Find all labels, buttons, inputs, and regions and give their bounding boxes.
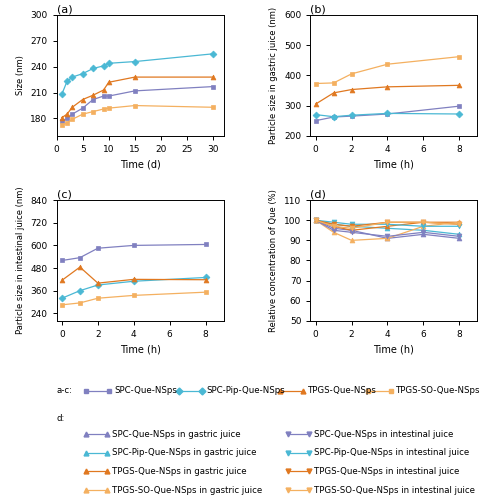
Y-axis label: Relative concentration of Que (%): Relative concentration of Que (%) xyxy=(270,189,278,332)
Text: d:: d: xyxy=(57,414,65,422)
Text: TPGS-SO-Que-NSps in intestinal juice: TPGS-SO-Que-NSps in intestinal juice xyxy=(314,486,475,494)
X-axis label: Time (d): Time (d) xyxy=(120,160,160,170)
Text: SPC-Que-NSps in intestinal juice: SPC-Que-NSps in intestinal juice xyxy=(314,430,454,438)
Text: SPC-Que-NSps in gastric juice: SPC-Que-NSps in gastric juice xyxy=(112,430,241,438)
Text: TPGS-SO-Que-NSps: TPGS-SO-Que-NSps xyxy=(396,386,481,395)
Text: TPGS-Que-NSps in gastric juice: TPGS-Que-NSps in gastric juice xyxy=(112,467,246,476)
Text: TPGS-SO-Que-NSps in gastric juice: TPGS-SO-Que-NSps in gastric juice xyxy=(112,486,262,494)
Text: TPGS-Que-NSps in intestinal juice: TPGS-Que-NSps in intestinal juice xyxy=(314,467,460,476)
Text: TPGS-Que-NSps: TPGS-Que-NSps xyxy=(308,386,376,395)
Text: (d): (d) xyxy=(310,190,326,200)
Text: SPC-Pip-Que-NSps: SPC-Pip-Que-NSps xyxy=(207,386,285,395)
Text: SPC-Pip-Que-NSps in intestinal juice: SPC-Pip-Que-NSps in intestinal juice xyxy=(314,448,469,457)
Y-axis label: Particle size in intestinal juice (nm): Particle size in intestinal juice (nm) xyxy=(16,186,25,334)
X-axis label: Time (h): Time (h) xyxy=(373,160,414,170)
Text: (c): (c) xyxy=(57,190,71,200)
Text: SPC-Pip-Que-NSps in gastric juice: SPC-Pip-Que-NSps in gastric juice xyxy=(112,448,257,457)
Text: (a): (a) xyxy=(57,4,72,14)
Text: a-c:: a-c: xyxy=(57,386,73,395)
Text: (b): (b) xyxy=(310,4,326,14)
X-axis label: Time (h): Time (h) xyxy=(373,344,414,354)
Text: SPC-Que-NSps: SPC-Que-NSps xyxy=(114,386,177,395)
Y-axis label: Size (nm): Size (nm) xyxy=(16,56,25,96)
Y-axis label: Particle size in gastric juice (nm): Particle size in gastric juice (nm) xyxy=(270,7,278,144)
X-axis label: Time (h): Time (h) xyxy=(120,344,160,354)
